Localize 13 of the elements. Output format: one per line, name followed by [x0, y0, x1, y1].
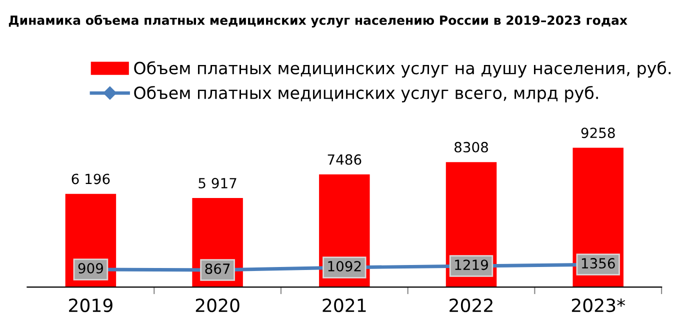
data-label: 6 196: [72, 174, 110, 184]
data-label: 8308: [454, 142, 488, 152]
x-tick-label: 2019: [69, 298, 112, 312]
legend-label: Объем платных медицинских услуг всего, млрд руб.: [134, 86, 598, 102]
legend-label: Объем платных медицинских услуг на душу населения, руб.: [134, 61, 670, 78]
x-tick-label: 2021: [322, 298, 366, 312]
chart-title: Динамика объема платных медицинских услуг населению России в 2019–2023 годах: [8, 14, 628, 28]
x-tick-label: 2023*: [572, 298, 626, 312]
data-label: 9258: [581, 128, 615, 138]
data-label: 7486: [328, 154, 362, 165]
x-tick-label: 2020: [196, 298, 240, 312]
data-label: 5 917: [198, 178, 236, 188]
x-tick-label: 2022: [450, 298, 492, 312]
